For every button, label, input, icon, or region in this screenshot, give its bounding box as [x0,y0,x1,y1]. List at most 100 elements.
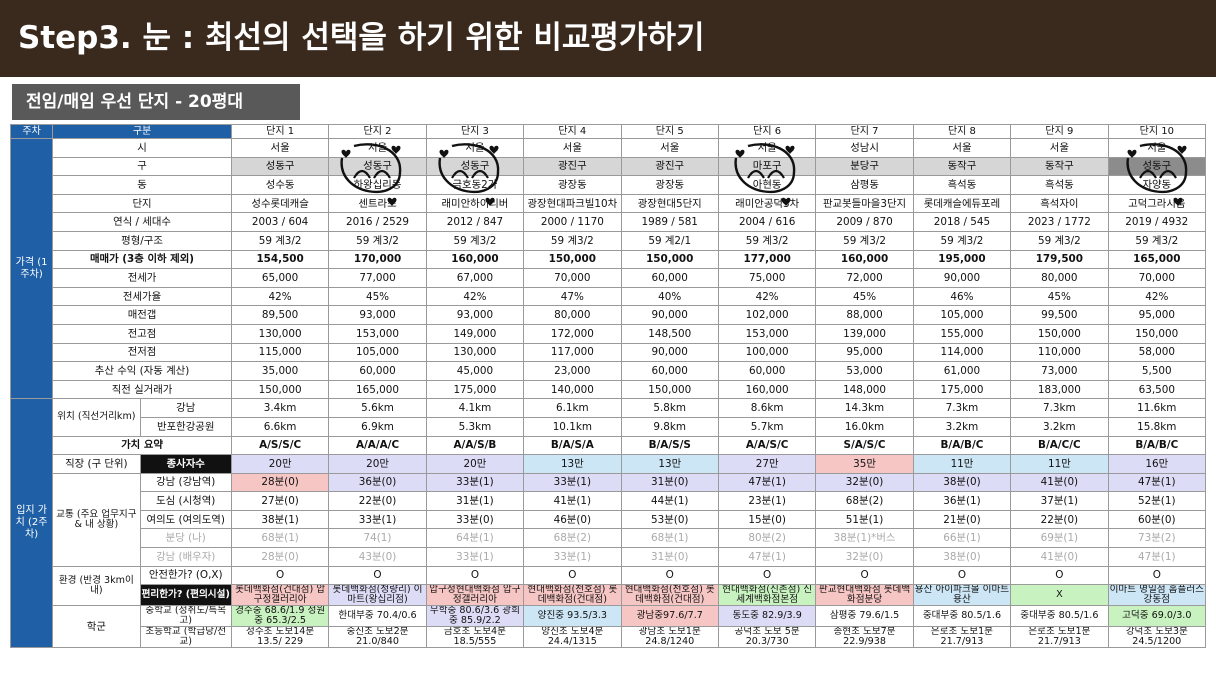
table-cell: 자양동 [1107,175,1207,195]
table-cell: 105,000 [912,305,1012,325]
table-row: 연식 / 세대수 2003 / 604 2016 / 2529 2012 / 847… [11,212,1207,232]
row-label: 동 [52,175,232,195]
table-cell: 60,000 [620,361,719,381]
table-cell: 90,000 [912,268,1012,288]
table-cell: 금호초 도보4분 18.5/555 [425,626,525,649]
table-cell: 광장현대5단지 [620,193,719,214]
table-cell: 성동구 [230,156,330,177]
table-cell: 5.7km [717,416,817,437]
table-cell: 33분(1) [425,472,525,493]
table-cell: 160,000 [717,379,817,400]
table-cell: 35,000 [230,361,330,381]
table-cell: 70,000 [1107,268,1207,288]
table-cell: 31분(0) [620,547,719,567]
table-cell: 59 계3/2 [523,230,622,251]
table-cell: 170,000 [328,249,427,270]
row-label: 강남 [139,398,232,418]
table-cell: 은로초 도보1분 21.7/913 [912,626,1012,649]
table-cell: B/A/S/S [620,435,719,456]
row-label: 초등학교 (학급당/전교) [139,626,232,649]
table-cell: 흑석자이 [1010,193,1109,214]
category-header: 구분 [52,124,232,139]
table-cell: 41분(0) [1010,472,1109,493]
row-label: 분당 (나) [139,528,232,549]
table-cell: 삼평동 [815,175,914,195]
table-cell: 28분(0) [230,472,330,493]
row-label: 도심 (시청역) [139,491,232,511]
table-cell: 93,000 [328,305,427,325]
row-label: 여의도 (여의도역) [139,509,232,530]
table-cell: 42% [717,286,817,307]
table-cell: 광남중97.6/7.7 [620,605,719,628]
table-cell: 롯데백화점(건대점) 압구정갤러리아 [230,584,330,607]
table-cell: 9.8km [620,416,719,437]
group-label-position: 위치 (직선거리km) [52,398,141,437]
table-row: 전고점 130,000 153,000 149,000 172,000 148,500 1… [11,323,1207,344]
table-cell: 38분(0) [912,472,1012,493]
table-cell: 172,000 [523,323,622,344]
table-cell: 45% [1010,286,1109,307]
table-cell: 성수초 도보14분 13.5/ 229 [230,626,330,649]
table-cell: S/A/S/C [815,435,914,456]
table-cell: 150,000 [230,379,330,400]
table-cell: 3.2km [912,416,1012,437]
table-row: 추산 수익 (자동 계산) 35,000 60,000 45,000 23,000 60… [11,361,1207,381]
table-cell: 38분(1) [230,509,330,530]
table-cell: 154,500 [230,249,330,270]
table-cell: 롯데백화점(청량리) 이마트(왕십리점) [328,584,427,607]
table-cell: 16.0km [815,416,914,437]
table-row: 가격 (1주차) 시 서울 서울 서울 서울 서울 서울 성남시 서울 서울 서울 [9,137,1207,400]
table-cell: O [717,565,817,586]
table-cell: O [425,565,525,586]
page-title: Step3. 눈 : 최선의 선택을 하기 위한 비교평가하기 [0,0,1216,77]
table-cell: 서울 [230,138,330,158]
table-cell: 38분(0) [912,547,1012,567]
table-cell: 99,500 [1010,305,1109,325]
table-cell: 179,500 [1010,249,1109,270]
table-cell: 59 계3/2 [912,230,1012,251]
table-cell: 60,000 [328,361,427,381]
table-cell: 31분(0) [620,472,719,493]
column-header: 단지 3 [425,124,525,139]
table-cell: 90,000 [620,342,719,363]
table-cell: 광남초 도보1분 24.8/1240 [620,626,719,649]
table-cell: 20만 [328,454,427,474]
table-row: 전저점 115,000 105,000 130,000 117,000 90,000 10… [11,342,1207,363]
table-cell: 69분(1) [1010,528,1109,549]
table-cell: 현대백화점(신촌점) 신세계백화점본점 [717,584,817,607]
table-cell: 8.6km [717,398,817,418]
table-cell: 160,000 [425,249,525,270]
table-row: 직장 (구 단위) 종사자수 20만 20만 20만 13만 13만 27만 35만 11만 1… [11,454,1207,474]
table-cell: 한대부중 70.4/0.6 [328,605,427,628]
column-header: 단지 2 [328,124,427,139]
table-cell: 래미안하이리버 [425,193,525,214]
table-cell: 59 계3/2 [717,230,817,251]
table-cell: 68분(2) [815,491,914,511]
table-cell: 44분(1) [620,491,719,511]
table-cell: 5.6km [328,398,427,418]
table-cell: 45% [815,286,914,307]
table-cell: 서울 [1010,138,1109,158]
table-cell: 고덕중 69.0/3.0 [1107,605,1207,628]
table-cell: 현대백화점(천호점) 롯데백화점(건대점) [523,584,622,607]
group-label-environment: 환경 (반경 3km이내) [52,565,141,607]
table-cell: 하왕십리동 [328,175,427,195]
table-cell: 광진구 [620,156,719,177]
table-cell: 고덕그라시움 [1107,193,1207,214]
table-cell: 22분(0) [328,491,427,511]
table-cell: 2000 / 1170 [523,212,622,232]
table-cell: 64분(1) [425,528,525,549]
table-cell: 압구정현대백화점 압구정갤러리아 [425,584,525,607]
table-cell: 38분(1)*버스 [815,528,914,549]
table-cell: 51분(1) [815,509,914,530]
table-cell: O [1107,565,1207,586]
table-cell: 41분(0) [1010,547,1109,567]
table-cell: 22분(0) [1010,509,1109,530]
table-cell: 31분(1) [425,491,525,511]
table-cell: 서울 [425,138,525,158]
table-cell: 195,000 [912,249,1012,270]
table-cell: 동도중 82.9/3.9 [717,605,817,628]
table-cell: 래미안공덕3차 [717,193,817,214]
table-cell: 59 계3/2 [425,230,525,251]
table-cell: 무학중 80.6/3.6 광희중 85.9/2.2 [425,605,525,628]
